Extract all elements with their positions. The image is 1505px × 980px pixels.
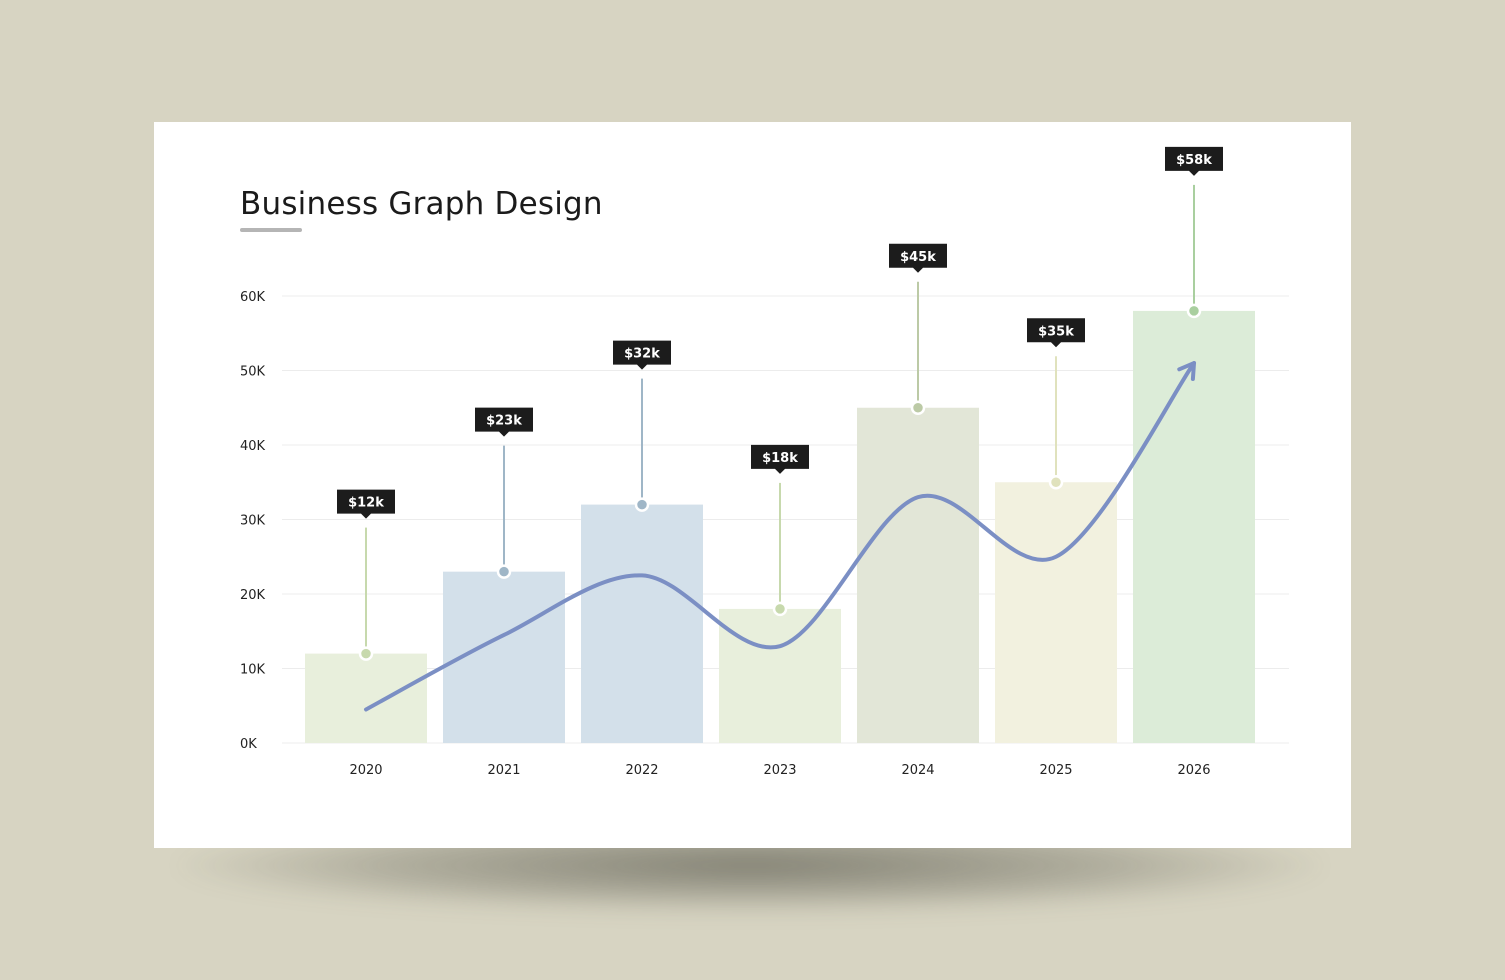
x-tick-label: 2021 — [487, 763, 520, 778]
data-label-bubble — [751, 444, 809, 474]
data-label-bubble — [613, 340, 671, 370]
trend-line-group — [364, 361, 1196, 712]
trend-arrow-head — [1177, 361, 1196, 382]
x-tick-label: 2024 — [901, 763, 934, 778]
bar-2024 — [857, 407, 979, 743]
y-tick-label: 60K — [240, 290, 266, 305]
label-stems — [358, 184, 1202, 661]
value-marker — [1048, 475, 1064, 490]
x-axis-ticks: 2020 2021 2022 2023 2024 2025 2026 — [349, 763, 1210, 778]
bar-2026 — [1133, 310, 1255, 743]
x-tick-label: 2020 — [349, 763, 382, 778]
value-marker — [358, 646, 374, 661]
x-tick-label: 2023 — [763, 763, 796, 778]
bar-2022 — [581, 504, 703, 743]
data-label: $23k — [486, 414, 522, 429]
y-tick-label: 20K — [240, 588, 266, 603]
y-tick-label: 50K — [240, 365, 266, 380]
x-tick-label: 2025 — [1039, 763, 1072, 778]
data-label: $12k — [348, 496, 384, 511]
data-label-bubble — [475, 407, 533, 437]
bar-chart: 0K 10K 20K 30K 40K 50K 60K $12k $23k $32k $18k $45… — [240, 146, 1289, 778]
data-labels: $12k $23k $32k $18k $45k $35k $58k — [337, 146, 1223, 519]
title-underline — [240, 228, 302, 232]
data-label-bubble — [889, 243, 947, 273]
data-label: $45k — [900, 250, 936, 265]
value-marker — [1186, 303, 1202, 319]
trend-line — [364, 361, 1196, 712]
bar-2025 — [995, 482, 1117, 743]
y-tick-label: 0K — [240, 737, 257, 752]
data-label-bubble — [1165, 146, 1223, 176]
value-marker — [772, 601, 788, 617]
data-label: $32k — [624, 347, 660, 362]
x-tick-label: 2026 — [1177, 763, 1210, 778]
data-label: $18k — [762, 451, 798, 466]
chart-title: Business Graph Design — [240, 186, 603, 222]
y-axis-ticks: 0K 10K 20K 30K 40K 50K 60K — [240, 290, 266, 752]
data-label-bubble — [337, 489, 395, 519]
data-label-bubble — [1027, 318, 1085, 348]
data-label: $58k — [1176, 153, 1212, 168]
bar-2020 — [305, 653, 427, 743]
y-tick-label: 10K — [240, 663, 266, 678]
y-tick-label: 30K — [240, 514, 266, 529]
data-label: $35k — [1038, 324, 1074, 339]
bar-2023 — [719, 608, 841, 743]
y-tick-label: 40K — [240, 439, 266, 454]
bars — [305, 310, 1255, 743]
value-marker — [634, 497, 650, 512]
chart-card: Business Graph Design 0K 10K 20K 30K 40K 50K 6… — [154, 122, 1351, 848]
value-marker — [910, 400, 926, 415]
value-marker — [496, 564, 512, 579]
x-tick-label: 2022 — [625, 763, 658, 778]
